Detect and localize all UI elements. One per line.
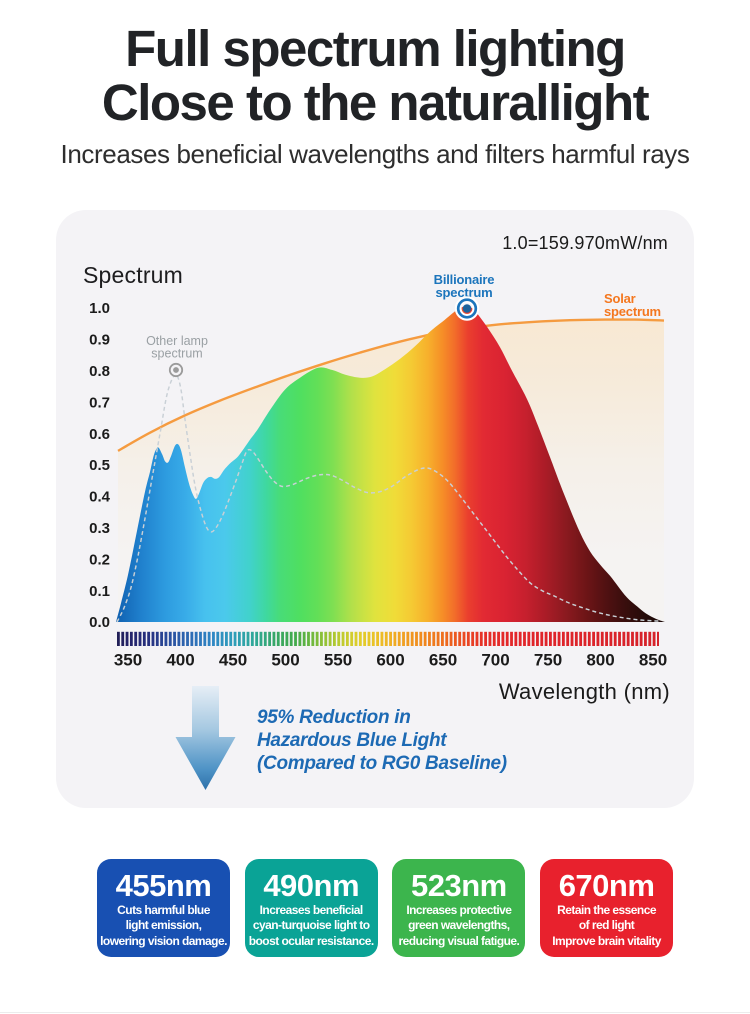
svg-text:spectrum: spectrum — [151, 347, 202, 361]
svg-text:800: 800 — [586, 651, 614, 670]
svg-text:0.5: 0.5 — [89, 457, 110, 474]
svg-text:650: 650 — [429, 651, 457, 670]
svg-text:1.0: 1.0 — [89, 300, 110, 317]
svg-text:0.6: 0.6 — [89, 426, 110, 443]
svg-text:Billionaire: Billionaire — [434, 272, 495, 287]
svg-text:750: 750 — [534, 651, 562, 670]
svg-text:600: 600 — [376, 651, 404, 670]
svg-text:spectrum: spectrum — [436, 285, 493, 300]
svg-text:0.3: 0.3 — [89, 520, 110, 537]
svg-text:0.9: 0.9 — [89, 332, 110, 349]
svg-text:Wavelength (nm): Wavelength (nm) — [499, 679, 670, 704]
svg-text:350: 350 — [114, 651, 142, 670]
svg-text:400: 400 — [166, 651, 194, 670]
svg-text:450: 450 — [219, 651, 247, 670]
svg-text:spectrum: spectrum — [604, 304, 661, 319]
svg-text:550: 550 — [324, 651, 352, 670]
svg-text:Other lamp: Other lamp — [146, 334, 208, 348]
svg-text:0.7: 0.7 — [89, 394, 110, 411]
svg-text:0.8: 0.8 — [89, 363, 110, 380]
svg-text:850: 850 — [639, 651, 667, 670]
svg-text:0.4: 0.4 — [89, 489, 111, 506]
svg-text:0.2: 0.2 — [89, 551, 110, 568]
svg-text:500: 500 — [271, 651, 299, 670]
svg-text:0.0: 0.0 — [89, 614, 110, 631]
svg-text:700: 700 — [481, 651, 509, 670]
svg-text:Solar: Solar — [604, 291, 636, 306]
svg-text:0.1: 0.1 — [89, 583, 110, 600]
